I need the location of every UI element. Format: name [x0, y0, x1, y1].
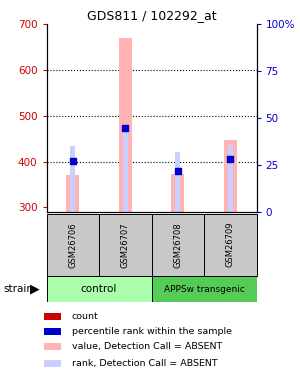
- Point: [70, 158, 75, 164]
- Text: rank, Detection Call = ABSENT: rank, Detection Call = ABSENT: [72, 359, 217, 368]
- Title: GDS811 / 102292_at: GDS811 / 102292_at: [87, 9, 216, 22]
- Text: count: count: [72, 312, 98, 321]
- Point: [123, 124, 128, 130]
- Bar: [123, 130, 127, 212]
- Bar: [119, 38, 132, 212]
- Bar: [44, 343, 61, 350]
- Text: GSM26707: GSM26707: [121, 222, 130, 267]
- Bar: [204, 214, 256, 276]
- Bar: [171, 174, 184, 212]
- Bar: [152, 276, 256, 302]
- Point: [228, 156, 233, 162]
- Bar: [66, 175, 79, 212]
- Bar: [44, 360, 61, 367]
- Bar: [46, 276, 152, 302]
- Bar: [228, 145, 232, 212]
- Text: GSM26706: GSM26706: [68, 222, 77, 267]
- Bar: [152, 214, 204, 276]
- Text: control: control: [81, 284, 117, 294]
- Text: GSM26708: GSM26708: [173, 222, 182, 267]
- Text: strain: strain: [3, 284, 33, 294]
- Bar: [224, 140, 237, 212]
- Bar: [99, 214, 152, 276]
- Bar: [70, 147, 75, 212]
- Point: [175, 168, 180, 174]
- Text: GSM26709: GSM26709: [226, 222, 235, 267]
- Text: ▶: ▶: [30, 283, 40, 296]
- Text: value, Detection Call = ABSENT: value, Detection Call = ABSENT: [72, 342, 222, 351]
- Text: APPSw transgenic: APPSw transgenic: [164, 285, 244, 294]
- Bar: [44, 328, 61, 335]
- Text: percentile rank within the sample: percentile rank within the sample: [72, 327, 232, 336]
- Bar: [176, 152, 180, 212]
- Bar: [46, 214, 99, 276]
- Bar: [44, 313, 61, 320]
